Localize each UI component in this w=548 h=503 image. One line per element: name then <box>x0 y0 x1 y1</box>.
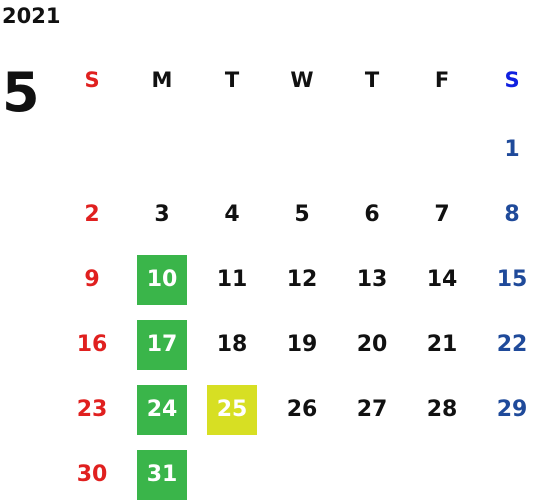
day-cell <box>67 125 117 175</box>
day-cell <box>417 450 467 500</box>
day-cell: 30 <box>76 462 108 487</box>
day-cell <box>277 450 327 500</box>
day-cell: 28 <box>426 397 458 422</box>
day-cell <box>417 125 467 175</box>
day-cell: 11 <box>216 267 248 292</box>
day-cell: 15 <box>496 267 528 292</box>
day-cell: 13 <box>356 267 388 292</box>
day-cell <box>137 125 187 175</box>
day-cell-highlight-green: 17 <box>137 320 187 370</box>
day-cell: 9 <box>84 267 100 292</box>
day-cell <box>207 450 257 500</box>
day-cell: 19 <box>286 332 318 357</box>
weekday-header-wed: W <box>290 67 314 92</box>
day-cell: 20 <box>356 332 388 357</box>
day-cell: 16 <box>76 332 108 357</box>
weekday-header-fri: F <box>434 67 450 92</box>
day-cell: 5 <box>294 202 310 227</box>
day-cell: 8 <box>504 202 520 227</box>
day-cell <box>347 450 397 500</box>
day-cell: 29 <box>496 397 528 422</box>
day-cell: 23 <box>76 397 108 422</box>
day-cell: 27 <box>356 397 388 422</box>
day-cell: 21 <box>426 332 458 357</box>
day-cell-highlight-green: 10 <box>137 255 187 305</box>
day-cell: 3 <box>154 202 170 227</box>
day-cell <box>347 125 397 175</box>
weekday-header-mon: M <box>151 67 173 92</box>
day-cell: 7 <box>434 202 450 227</box>
weekday-header-thu: T <box>364 67 380 92</box>
day-cell <box>277 125 327 175</box>
day-cell: 4 <box>224 202 240 227</box>
day-cell: 26 <box>286 397 318 422</box>
weekday-header-tue: T <box>224 67 240 92</box>
day-cell <box>207 125 257 175</box>
day-cell-highlight-green: 24 <box>137 385 187 435</box>
day-cell-highlight-yellow: 25 <box>207 385 257 435</box>
weekday-header-sat: S <box>504 67 520 92</box>
weekday-header-sun: S <box>84 67 100 92</box>
day-cell: 2 <box>84 202 100 227</box>
day-cell: 14 <box>426 267 458 292</box>
day-cell: 6 <box>364 202 380 227</box>
day-cell-highlight-green: 31 <box>137 450 187 500</box>
month-label: 5 <box>2 61 40 124</box>
day-cell: 18 <box>216 332 248 357</box>
day-cell: 12 <box>286 267 318 292</box>
day-cell: 1 <box>504 137 520 162</box>
year-label: 2021 <box>2 4 61 28</box>
day-cell <box>487 450 537 500</box>
day-cell: 22 <box>496 332 528 357</box>
